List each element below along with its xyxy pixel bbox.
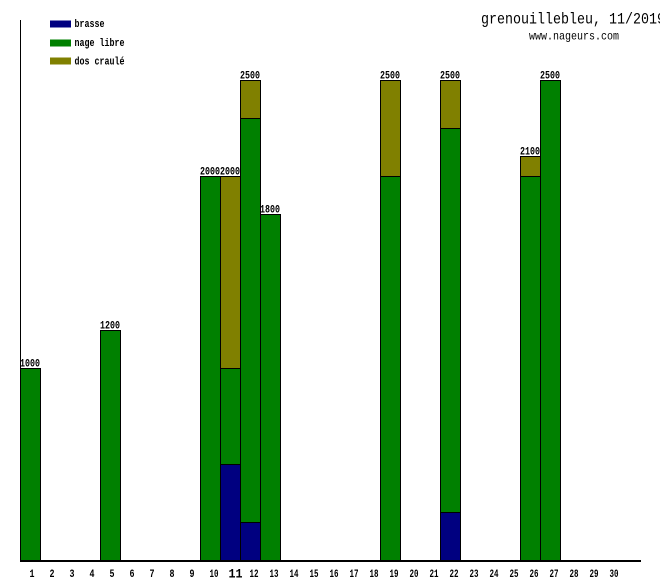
svg-text:1800: 1800 <box>260 204 280 216</box>
svg-text:grenouillebleu, 11/2019: grenouillebleu, 11/2019 <box>481 11 660 29</box>
svg-text:2500: 2500 <box>240 70 260 82</box>
svg-text:www.nageurs.com: www.nageurs.com <box>529 30 619 44</box>
svg-text:1: 1 <box>30 569 35 580</box>
svg-text:1200: 1200 <box>100 320 120 332</box>
svg-text:2000: 2000 <box>200 166 220 178</box>
svg-text:2100: 2100 <box>520 146 540 158</box>
svg-text:14: 14 <box>290 569 299 580</box>
svg-text:2: 2 <box>50 569 55 580</box>
svg-text:5: 5 <box>110 569 115 580</box>
svg-text:1000: 1000 <box>20 358 40 370</box>
svg-text:12: 12 <box>250 569 259 580</box>
svg-text:2500: 2500 <box>440 70 460 82</box>
svg-text:8: 8 <box>170 569 175 580</box>
svg-text:6: 6 <box>130 569 135 580</box>
svg-text:26: 26 <box>530 569 539 580</box>
svg-text:nage libre: nage libre <box>75 38 125 50</box>
svg-text:13: 13 <box>270 569 279 580</box>
svg-text:17: 17 <box>350 569 359 580</box>
svg-text:3: 3 <box>70 569 75 580</box>
svg-text:29: 29 <box>590 569 599 580</box>
svg-text:18: 18 <box>370 569 379 580</box>
svg-text:30: 30 <box>610 569 619 580</box>
svg-text:2500: 2500 <box>540 70 560 82</box>
svg-text:2500: 2500 <box>380 70 400 82</box>
svg-text:dos craulé: dos craulé <box>75 57 125 69</box>
svg-text:2000: 2000 <box>220 166 240 178</box>
svg-text:4: 4 <box>90 569 95 580</box>
svg-text:11: 11 <box>229 566 243 580</box>
svg-text:23: 23 <box>470 569 479 580</box>
svg-text:22: 22 <box>450 569 459 580</box>
svg-text:24: 24 <box>490 569 499 580</box>
svg-text:19: 19 <box>390 569 399 580</box>
svg-text:20: 20 <box>410 569 419 580</box>
svg-text:28: 28 <box>570 569 579 580</box>
svg-text:15: 15 <box>310 569 319 580</box>
svg-text:27: 27 <box>550 569 559 580</box>
svg-text:9: 9 <box>190 569 195 580</box>
svg-text:7: 7 <box>150 569 155 580</box>
svg-text:25: 25 <box>510 569 519 580</box>
svg-text:10: 10 <box>210 569 219 580</box>
svg-text:21: 21 <box>430 569 439 580</box>
svg-text:16: 16 <box>330 569 339 580</box>
svg-text:brasse: brasse <box>75 19 105 31</box>
